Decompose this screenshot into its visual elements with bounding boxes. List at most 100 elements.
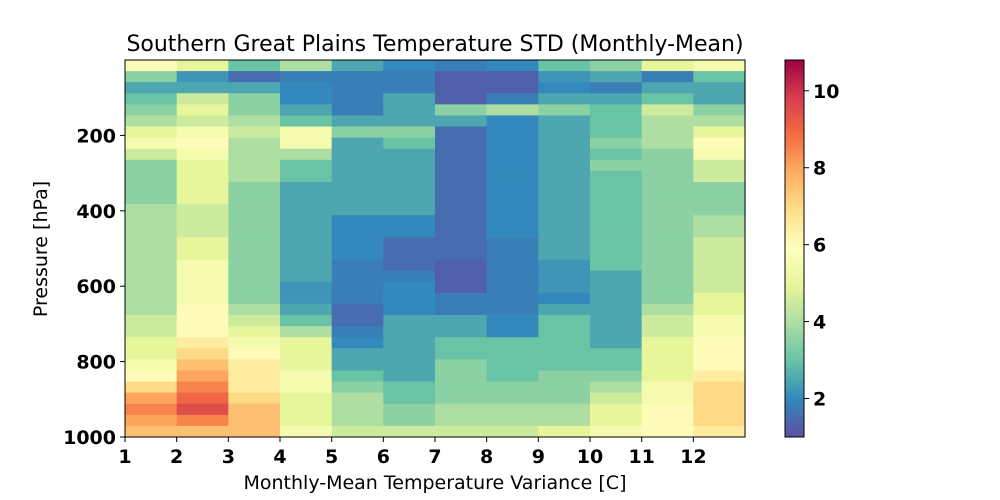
heatmap-cell <box>176 60 229 72</box>
heatmap-cell <box>590 226 643 239</box>
heatmap-cell <box>486 425 539 438</box>
heatmap-cell <box>280 181 333 194</box>
chart-title: Southern Great Plains Temperature STD (M… <box>126 32 743 57</box>
heatmap-cell <box>280 115 333 128</box>
heatmap-cell <box>228 281 281 294</box>
heatmap-cell <box>176 181 229 194</box>
heatmap-cell <box>125 359 178 372</box>
heatmap-cell <box>383 159 436 172</box>
heatmap-cell <box>435 315 488 327</box>
heatmap-cell <box>331 381 384 394</box>
heatmap-cell <box>280 403 333 416</box>
heatmap-cell <box>176 126 229 139</box>
heatmap-cell <box>331 392 384 405</box>
heatmap-cell <box>176 248 229 261</box>
heatmap-cell <box>641 204 694 216</box>
heatmap-cell <box>641 226 694 239</box>
heatmap-cell <box>383 71 436 83</box>
heatmap-cell <box>125 193 178 205</box>
heatmap-cell <box>383 137 436 150</box>
heatmap-cell <box>693 259 746 272</box>
heatmap-cell <box>590 381 643 394</box>
heatmap-cell <box>176 348 229 360</box>
heatmap-cell <box>486 126 539 139</box>
heatmap-cell <box>228 148 281 161</box>
heatmap-cell <box>176 170 229 183</box>
heatmap-cell <box>125 237 178 250</box>
heatmap-cell <box>125 148 178 161</box>
heatmap-cell <box>641 337 694 349</box>
heatmap-cell <box>435 104 488 117</box>
heatmap-cell <box>383 237 436 250</box>
heatmap-cell <box>486 159 539 172</box>
heatmap-cell <box>125 104 178 117</box>
heatmap-cell <box>280 337 333 349</box>
heatmap-cell <box>383 425 436 438</box>
heatmap-cell <box>280 315 333 327</box>
heatmap-cell <box>693 337 746 349</box>
heatmap-cell <box>435 148 488 161</box>
heatmap-cell <box>435 226 488 239</box>
heatmap-cell <box>486 414 539 427</box>
heatmap-cell <box>331 215 384 227</box>
heatmap-cell <box>435 193 488 205</box>
heatmap-cell <box>590 60 643 72</box>
heatmap-cell <box>538 392 591 405</box>
heatmap-cell <box>693 226 746 239</box>
heatmap-cell <box>228 170 281 183</box>
heatmap-cell <box>228 270 281 283</box>
heatmap-cell <box>641 348 694 360</box>
heatmap-cell <box>693 425 746 438</box>
heatmap-cell <box>641 326 694 338</box>
heatmap-cell <box>176 137 229 150</box>
heatmap-cell <box>228 215 281 227</box>
heatmap-cell <box>125 204 178 216</box>
heatmap-cell <box>125 392 178 405</box>
heatmap-cell <box>280 93 333 105</box>
heatmap-cell <box>486 226 539 239</box>
heatmap-cell <box>538 315 591 327</box>
heatmap-cell <box>228 337 281 349</box>
x-tick-label: 1 <box>118 446 131 468</box>
heatmap-cell <box>383 348 436 360</box>
heatmap-cell <box>331 82 384 94</box>
heatmap-cell <box>486 259 539 272</box>
heatmap-cell <box>693 204 746 216</box>
heatmap-cell <box>280 60 333 72</box>
heatmap-cell <box>693 104 746 117</box>
x-tick-label: 10 <box>577 446 603 468</box>
heatmap-cell <box>125 381 178 394</box>
heatmap-cell <box>486 248 539 261</box>
heatmap-cell <box>228 181 281 194</box>
heatmap-cell <box>538 193 591 205</box>
heatmap-cell <box>176 93 229 105</box>
heatmap-cell <box>176 315 229 327</box>
heatmap-cell <box>383 326 436 338</box>
heatmap-cell <box>176 270 229 283</box>
heatmap-cell <box>125 414 178 427</box>
heatmap-cell <box>383 115 436 128</box>
heatmap-cell <box>228 193 281 205</box>
heatmap-cell <box>693 303 746 316</box>
heatmap-cell <box>486 104 539 117</box>
heatmap-cell <box>641 104 694 117</box>
heatmap-cell <box>641 159 694 172</box>
heatmap-cell <box>331 193 384 205</box>
heatmap-cell <box>331 137 384 150</box>
heatmap-cell <box>331 425 384 438</box>
heatmap-cell <box>331 337 384 349</box>
heatmap-cell <box>590 137 643 150</box>
heatmap-cell <box>538 60 591 72</box>
heatmap-cell <box>331 170 384 183</box>
heatmap-cell <box>538 137 591 150</box>
heatmap-cell <box>383 215 436 227</box>
heatmap-cell <box>280 381 333 394</box>
heatmap-cell <box>280 248 333 261</box>
x-axis: 1 2 3 4 5 6 7 8 9 10 11 12 <box>118 437 707 468</box>
heatmap-cell <box>125 170 178 183</box>
heatmap-cell <box>486 93 539 105</box>
y-tick-label: 200 <box>76 125 116 147</box>
heatmap-cell <box>228 292 281 305</box>
heatmap-cell <box>125 326 178 338</box>
heatmap-cell <box>590 303 643 316</box>
